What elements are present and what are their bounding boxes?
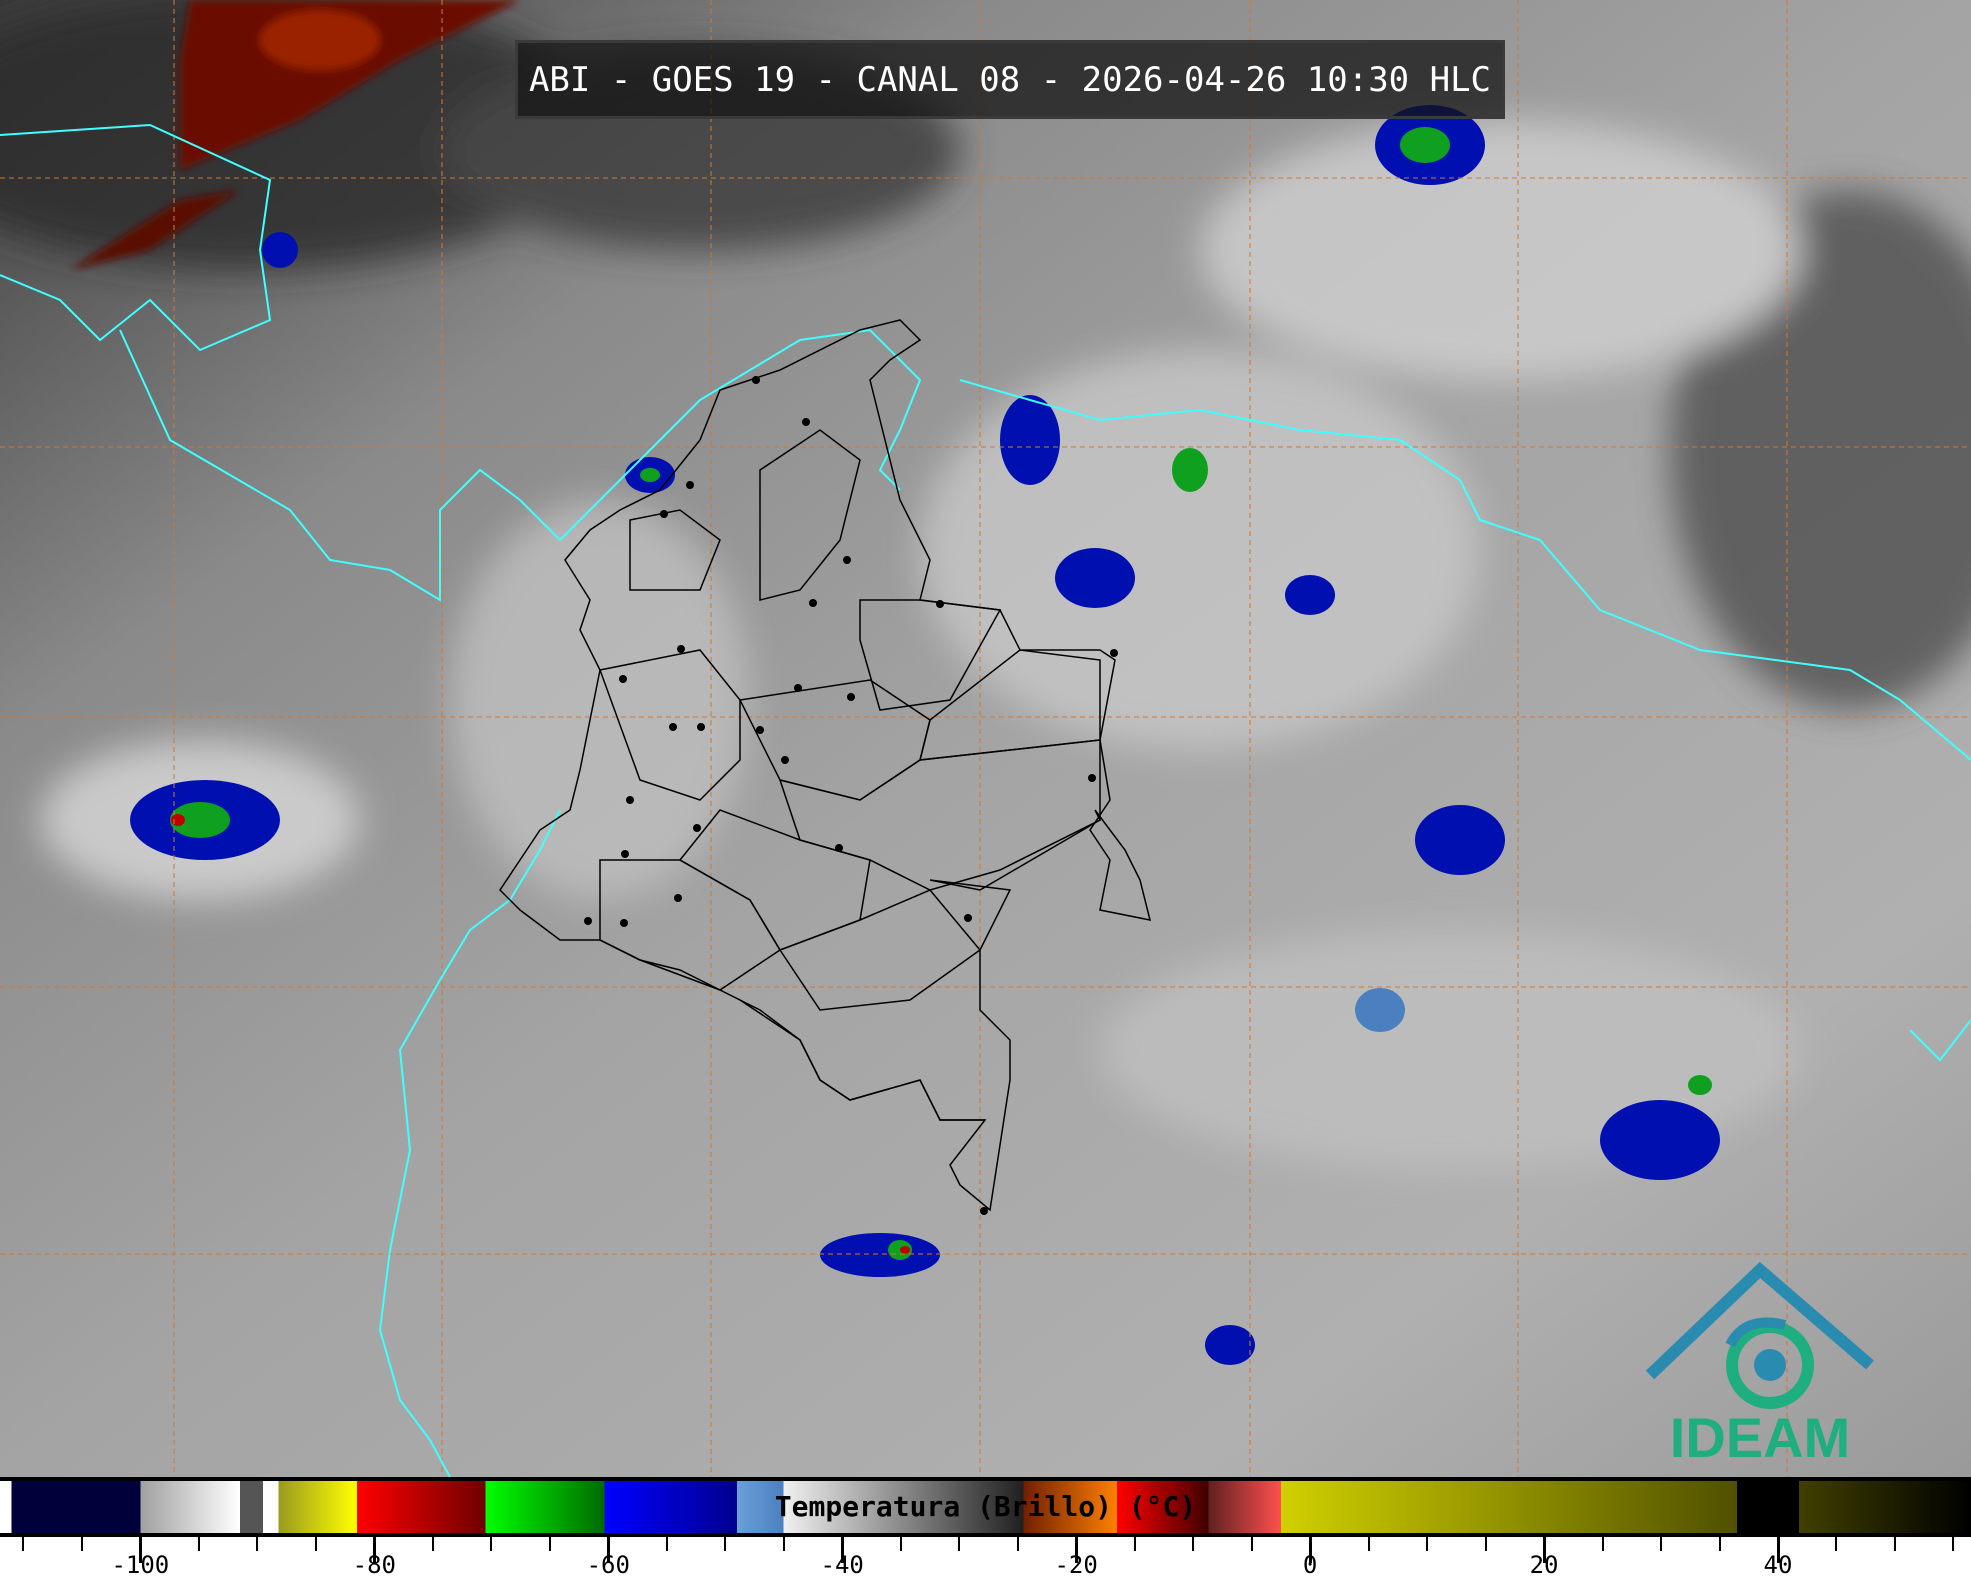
colorbar-tick-label: -40 xyxy=(820,1551,864,1577)
colorbar-major-tick xyxy=(373,1537,377,1563)
colorbar-tick-label: -80 xyxy=(352,1551,396,1577)
colorbar-minor-tick xyxy=(1484,1537,1487,1551)
colorbar-major-tick xyxy=(1075,1537,1079,1563)
colorbar-minor-tick xyxy=(314,1537,317,1551)
colorbar-minor-tick xyxy=(548,1537,551,1551)
colorbar-label: Temperatura (Brillo) (°C) xyxy=(774,1490,1197,1523)
colorbar-tick-label: 0 xyxy=(1302,1551,1318,1577)
colorbar-minor-tick xyxy=(724,1537,727,1551)
cold-cloud-tops-red xyxy=(70,0,520,270)
colorbar-major-tick xyxy=(1776,1537,1780,1563)
convective-cells xyxy=(130,105,1720,1365)
colorbar-major-tick xyxy=(1309,1537,1313,1563)
colorbar-minor-tick xyxy=(1952,1537,1955,1551)
lat-lon-grid xyxy=(0,0,1971,1477)
colombia-departments xyxy=(499,319,1152,1212)
colorbar-minor-tick xyxy=(1426,1537,1429,1551)
colorbar-minor-tick xyxy=(899,1537,902,1551)
city-markers xyxy=(584,376,1118,1215)
colorbar-gradient xyxy=(0,1481,1971,1533)
colorbar-minor-tick xyxy=(1835,1537,1838,1551)
colorbar-tick-label: -20 xyxy=(1054,1551,1098,1577)
colorbar-minor-tick xyxy=(1601,1537,1604,1551)
colorbar-minor-tick xyxy=(1718,1537,1721,1551)
colorbar-minor-tick xyxy=(256,1537,259,1551)
colorbar-minor-tick xyxy=(1367,1537,1370,1551)
colorbar-minor-tick xyxy=(431,1537,434,1551)
colorbar-minor-tick xyxy=(1133,1537,1136,1551)
colorbar-minor-tick xyxy=(665,1537,668,1551)
colorbar-minor-tick xyxy=(958,1537,961,1551)
colorbar-minor-tick xyxy=(1660,1537,1663,1551)
colorbar-minor-tick xyxy=(22,1537,25,1551)
colorbar-major-tick xyxy=(607,1537,611,1563)
colorbar-minor-tick xyxy=(490,1537,493,1551)
colorbar-tick-label: -100 xyxy=(111,1551,170,1577)
colorbar-major-tick xyxy=(1543,1537,1547,1563)
colorbar-minor-tick xyxy=(197,1537,200,1551)
colorbar-major-tick xyxy=(841,1537,845,1563)
colorbar-minor-tick xyxy=(1893,1537,1896,1551)
coastlines xyxy=(0,123,1971,1477)
colorbar-minor-tick xyxy=(1016,1537,1019,1551)
colorbar-tick-label: -60 xyxy=(586,1551,630,1577)
ideam-logo-mark xyxy=(1645,1261,1874,1409)
colorbar: Temperatura (Brillo) (°C) -100 -80 -60 -40 -… xyxy=(0,1477,1971,1577)
colorbar-minor-tick xyxy=(782,1537,785,1551)
colorbar-tick-label: 20 xyxy=(1529,1551,1559,1577)
colorbar-minor-tick xyxy=(80,1537,83,1551)
colorbar-tick-label: 40 xyxy=(1763,1551,1793,1577)
ideam-logo: IDEAM xyxy=(1645,1255,1875,1470)
colorbar-major-tick xyxy=(139,1537,143,1563)
ideam-logo-text: IDEAM xyxy=(1669,1406,1851,1469)
colorbar-minor-tick xyxy=(1250,1537,1253,1551)
image-title: ABI - GOES 19 - CANAL 08 - 2026-04-26 10… xyxy=(515,40,1505,119)
colorbar-minor-tick xyxy=(1192,1537,1195,1551)
